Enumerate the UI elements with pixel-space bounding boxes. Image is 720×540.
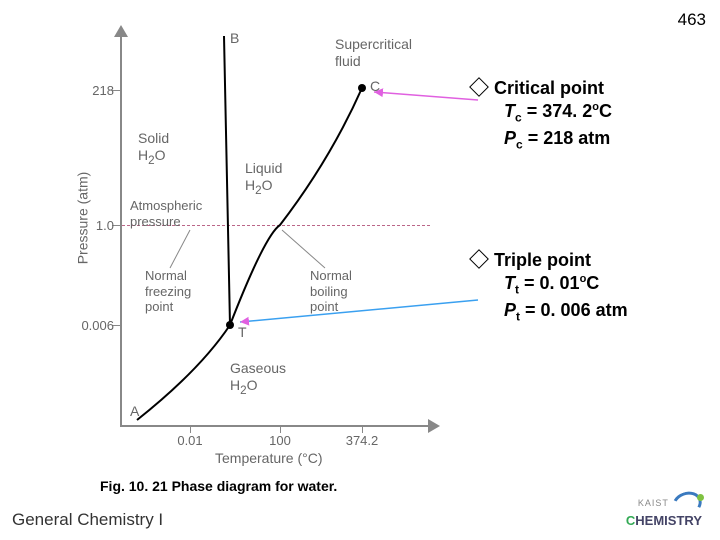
unit: C (586, 273, 599, 293)
figure-caption: Fig. 10. 21 Phase diagram for water. (100, 478, 337, 494)
side-annotations: Critical point Tc = 374. 2oC Pc = 218 at… (472, 78, 702, 422)
y-tick-label: 218 (64, 83, 114, 98)
x-axis (120, 425, 430, 427)
val: = 218 atm (523, 128, 611, 148)
var: P (504, 300, 516, 320)
x-axis-label: Temperature (°C) (215, 450, 323, 466)
page-number: 463 (678, 10, 706, 30)
x-tick-label: 0.01 (177, 433, 202, 448)
footer-text: General Chemistry I (12, 510, 163, 530)
triple-point-note: Triple point Tt = 0. 01oC Pt = 0. 006 at… (472, 250, 702, 326)
y-axis-arrow-icon (114, 25, 128, 37)
x-tick (280, 425, 281, 433)
val: = 374. 2 (522, 101, 593, 121)
unit: C (599, 101, 612, 121)
point-B-label: B (230, 30, 239, 46)
x-axis-arrow-icon (428, 419, 440, 433)
point-T-dot (226, 321, 234, 329)
triple-title: Triple point (494, 250, 591, 270)
point-C-label: C (370, 78, 380, 94)
region-gas: GaseousH2O (230, 360, 286, 398)
var: T (504, 101, 515, 121)
region-solid: SolidH2O (138, 130, 169, 168)
var: T (504, 273, 515, 293)
critical-title: Critical point (494, 78, 604, 98)
kaist-chemistry-logo: KAIST CHEMISTRY (626, 492, 702, 528)
x-tick (190, 425, 191, 433)
nfp-label: Normalfreezingpoint (145, 268, 191, 315)
diamond-bullet-icon (469, 77, 489, 97)
nbp-label: Normalboilingpoint (310, 268, 352, 315)
region-supercritical: Supercriticalfluid (335, 36, 412, 70)
sub: c (515, 111, 522, 125)
point-C-dot (358, 84, 366, 92)
point-T-label: T (238, 324, 247, 340)
critical-point-note: Critical point Tc = 374. 2oC Pc = 218 at… (472, 78, 702, 154)
point-A-label: A (130, 403, 139, 419)
x-tick-label: 374.2 (346, 433, 379, 448)
x-tick (362, 425, 363, 433)
deg: o (592, 101, 599, 113)
phase-diagram: Pressure (atm) Temperature (°C) 218 1.0 … (60, 30, 430, 460)
var: P (504, 128, 516, 148)
y-tick-label: 1.0 (64, 218, 114, 233)
region-liquid: LiquidH2O (245, 160, 282, 198)
sub: c (516, 138, 523, 152)
val: = 0. 01 (519, 273, 580, 293)
y-tick-label: 0.006 (64, 318, 114, 333)
logo-swirl-icon (672, 492, 702, 514)
val: = 0. 006 atm (520, 300, 628, 320)
x-tick-label: 100 (269, 433, 291, 448)
diamond-bullet-icon (469, 249, 489, 269)
atm-pressure-label: Atmosphericpressure (130, 198, 202, 229)
logo-top: KAIST (638, 498, 669, 508)
